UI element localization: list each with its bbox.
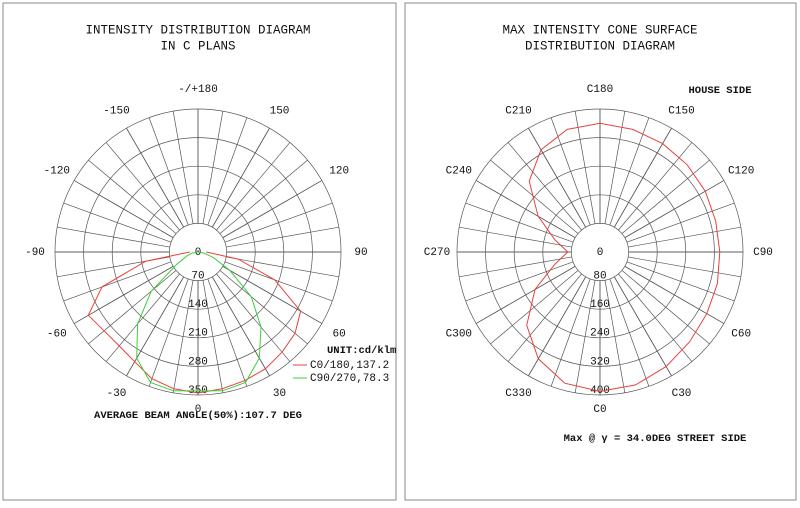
angle-label: 90 bbox=[354, 247, 367, 259]
panel bbox=[2, 2, 397, 501]
angle-label: C90 bbox=[753, 247, 773, 259]
angle-label: -30 bbox=[107, 388, 127, 400]
spoke bbox=[528, 127, 587, 228]
angle-label: 60 bbox=[333, 328, 346, 340]
angle-label: C30 bbox=[672, 388, 692, 400]
spoke bbox=[211, 276, 270, 377]
angle-label: C300 bbox=[446, 328, 472, 340]
r-tick-label: 80 bbox=[593, 271, 606, 283]
angle-label: C210 bbox=[505, 106, 531, 118]
spoke bbox=[126, 276, 185, 377]
spoke bbox=[73, 180, 174, 239]
angle-label: C180 bbox=[587, 84, 613, 96]
angle-label: C240 bbox=[446, 165, 472, 177]
angle-label: -/+180 bbox=[178, 84, 218, 96]
annotation: AVERAGE BEAM ANGLE(50%):107.7 DEG bbox=[94, 410, 302, 422]
angle-label: -90 bbox=[25, 247, 45, 259]
angle-label: C330 bbox=[505, 388, 531, 400]
spoke bbox=[222, 265, 323, 324]
angle-label: C60 bbox=[731, 328, 751, 340]
panel bbox=[404, 2, 797, 501]
spoke bbox=[528, 276, 587, 377]
chart-title: INTENSITY DISTRIBUTION DIAGRAM bbox=[85, 23, 310, 37]
r-tick-label: 0 bbox=[195, 247, 202, 259]
r-tick-label: 70 bbox=[191, 271, 204, 283]
angle-label: C270 bbox=[424, 247, 450, 259]
spoke bbox=[475, 265, 576, 324]
spoke bbox=[624, 180, 725, 239]
angle-label: 120 bbox=[329, 165, 349, 177]
chart-title: DISTRIBUTION DIAGRAM bbox=[525, 39, 675, 53]
r-tick-label: 0 bbox=[597, 247, 604, 259]
spoke bbox=[624, 265, 725, 324]
angle-label: -120 bbox=[44, 165, 70, 177]
chart-title: IN C PLANS bbox=[160, 39, 235, 53]
angle-label: -60 bbox=[47, 328, 67, 340]
spoke bbox=[211, 127, 270, 228]
legend-label: C90/270,78.3 bbox=[310, 373, 389, 385]
legend-label: C0/180,137.2 bbox=[310, 360, 389, 372]
angle-label: C120 bbox=[728, 165, 754, 177]
angle-label: C0 bbox=[593, 404, 606, 416]
angle-label: 30 bbox=[273, 388, 286, 400]
unit-label: UNIT:cd/klm bbox=[327, 345, 396, 357]
spoke bbox=[73, 265, 174, 324]
angle-label: 150 bbox=[270, 106, 290, 118]
intensity-curve bbox=[87, 251, 302, 394]
spoke bbox=[475, 180, 576, 239]
intensity-curve bbox=[526, 122, 721, 392]
spoke bbox=[613, 276, 672, 377]
angle-label: -150 bbox=[103, 106, 129, 118]
spoke bbox=[222, 180, 323, 239]
annotation: HOUSE SIDE bbox=[688, 85, 751, 97]
spoke bbox=[613, 127, 672, 228]
spoke bbox=[126, 127, 185, 228]
angle-label: 0 bbox=[195, 404, 202, 416]
angle-label: C150 bbox=[668, 106, 694, 118]
annotation: Max @ γ = 34.0DEG STREET SIDE bbox=[564, 433, 747, 445]
chart-title: MAX INTENSITY CONE SURFACE bbox=[502, 23, 697, 37]
intensity-curve bbox=[136, 251, 262, 392]
